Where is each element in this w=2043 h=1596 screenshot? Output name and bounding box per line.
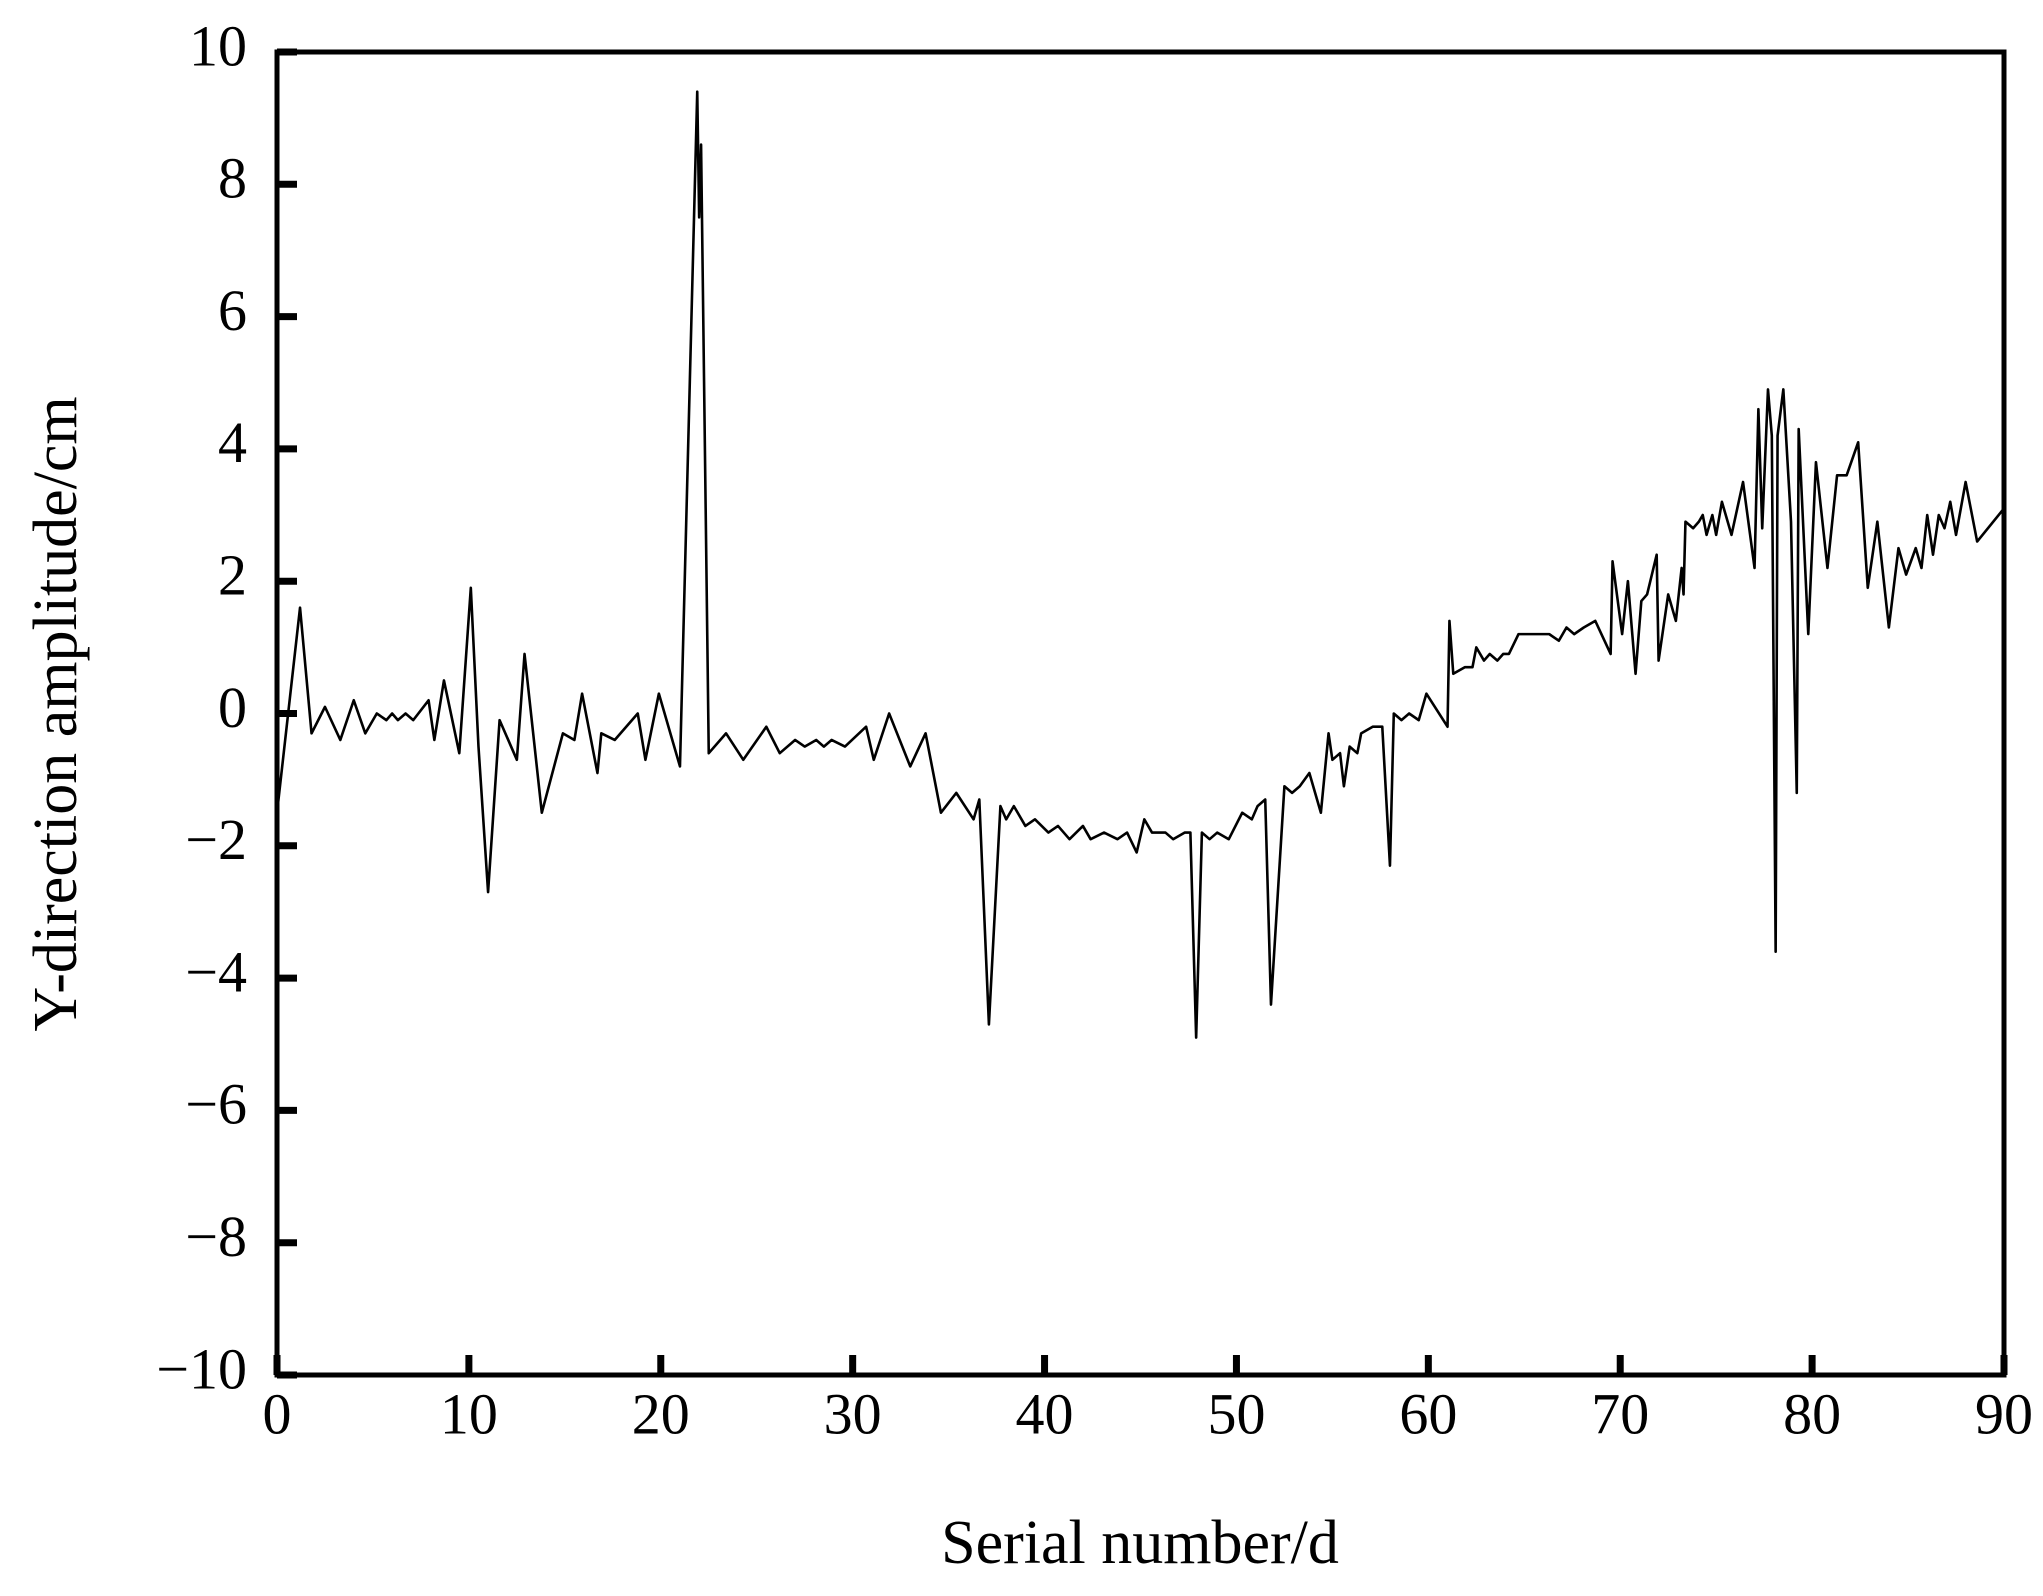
data-line [275,90,2006,1039]
x-tick-label: 90 [1975,1381,2033,1446]
y-tick-label: −4 [185,939,247,1004]
x-tick-label: 50 [1207,1381,1265,1446]
y-tick-label: 8 [218,146,247,211]
y-tick-label: −10 [156,1336,247,1401]
x-tick-label: 70 [1591,1381,1649,1446]
x-tick-label: 0 [263,1381,292,1446]
x-tick-label: 80 [1783,1381,1841,1446]
x-tick-label: 30 [824,1381,882,1446]
y-tick-label: 4 [218,410,247,475]
y-axis-title: Y-direction amplitude/cm [22,396,90,1031]
x-tick-label: 60 [1399,1381,1457,1446]
y-tick-label: 6 [218,278,247,343]
plot-frame [274,49,2007,1378]
x-tick-label: 20 [632,1381,690,1446]
y-tick-label: −8 [185,1204,247,1269]
y-tick-label: −2 [185,807,247,872]
y-tick-label: 0 [218,675,247,740]
x-axis-title: Serial number/d [941,1509,1339,1577]
y-tick-label: 10 [189,13,247,78]
x-tick-label: 40 [1016,1381,1074,1446]
y-tick-label: 2 [218,543,247,608]
x-tick-label: 10 [440,1381,498,1446]
y-tick-label: −6 [185,1072,247,1137]
